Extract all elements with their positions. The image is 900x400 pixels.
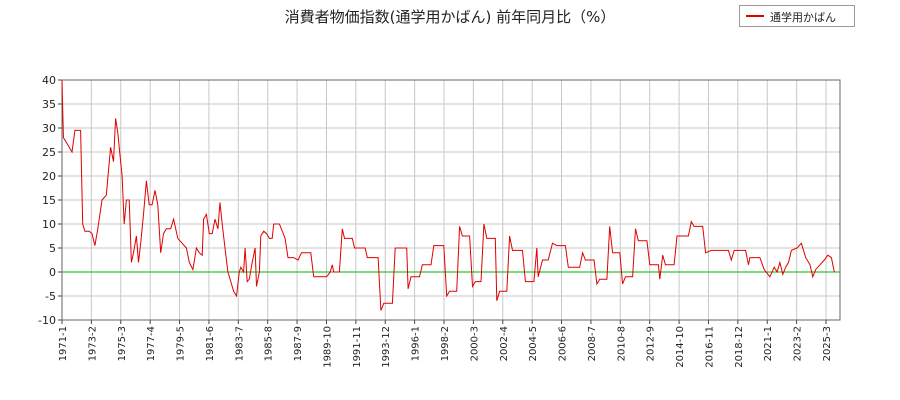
- y-tick-label: 40: [42, 74, 56, 87]
- x-tick-label: 2000-3: [469, 326, 480, 361]
- x-tick-label: 2021-1: [763, 326, 774, 361]
- x-tick-label: 1987-9: [293, 326, 304, 361]
- x-tick-label: 1991-11: [352, 326, 363, 368]
- legend: 通学用かばん: [739, 5, 855, 27]
- x-tick-label: 2025-3: [822, 326, 833, 361]
- x-tick-label: 1981-6: [205, 326, 216, 361]
- series-line: [61, 79, 835, 311]
- x-tick-label: 2004-5: [528, 326, 539, 361]
- y-tick-label: 5: [49, 242, 56, 255]
- legend-label: 通学用かばん: [770, 11, 836, 24]
- x-tick-label: 1973-2: [87, 326, 98, 361]
- x-tick-label: 1989-10: [322, 326, 333, 368]
- y-tick-label: 35: [42, 98, 56, 111]
- x-tick-label: 1993-12: [381, 326, 392, 368]
- x-tick-label: 2014-10: [675, 326, 686, 368]
- legend-swatch: [746, 15, 764, 17]
- x-tick-label: 1977-4: [146, 326, 157, 361]
- x-tick-label: 1985-8: [264, 326, 275, 361]
- y-tick-label: 20: [42, 170, 56, 183]
- y-tick-label: 25: [42, 146, 56, 159]
- x-tick-label: 1998-2: [440, 326, 451, 361]
- x-tick-label: 2016-11: [704, 326, 715, 368]
- y-tick-label: 0: [49, 266, 56, 279]
- x-tick-label: 2010-8: [616, 326, 627, 361]
- y-tick-label: 15: [42, 194, 56, 207]
- chart-title: 消費者物価指数(通学用かばん) 前年同月比（%）: [284, 8, 616, 26]
- x-tick-label: 2018-12: [734, 326, 745, 368]
- x-tick-label: 2023-2: [793, 326, 804, 361]
- y-tick-label: 10: [42, 218, 56, 231]
- x-tick-label: 1975-3: [117, 326, 128, 361]
- y-tick-label: -10: [38, 314, 56, 327]
- plot-border: [61, 79, 841, 321]
- x-tick-label: 1971-1: [58, 326, 69, 361]
- x-tick-label: 1996-1: [411, 326, 422, 361]
- x-tick-label: 2002-4: [499, 326, 510, 361]
- x-tick-label: 2012-9: [646, 326, 657, 361]
- x-tick-label: 1983-7: [234, 326, 245, 361]
- x-tick-label: 2006-6: [558, 326, 569, 361]
- x-tick-label: 2008-7: [587, 326, 598, 361]
- y-tick-label: 30: [42, 122, 56, 135]
- y-tick-label: -5: [45, 290, 56, 303]
- x-tick-label: 1979-5: [176, 326, 187, 361]
